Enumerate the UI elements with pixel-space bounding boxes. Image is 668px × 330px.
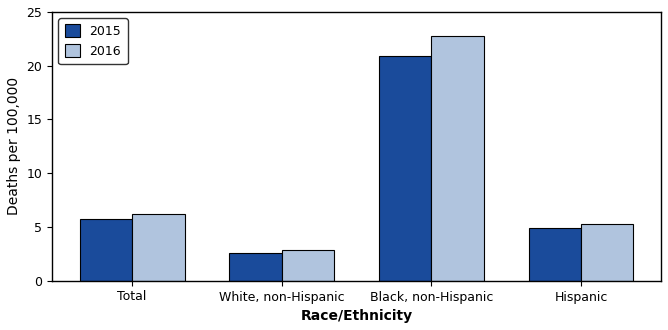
Legend: 2015, 2016: 2015, 2016: [58, 18, 128, 64]
Bar: [229, 253, 282, 281]
Bar: [379, 56, 432, 281]
X-axis label: Race/Ethnicity: Race/Ethnicity: [301, 309, 413, 323]
Bar: [282, 249, 334, 281]
Bar: [528, 228, 581, 281]
Bar: [432, 36, 484, 281]
Bar: [79, 219, 132, 281]
Y-axis label: Deaths per 100,000: Deaths per 100,000: [7, 77, 21, 215]
Bar: [581, 224, 633, 281]
Bar: [132, 214, 184, 281]
